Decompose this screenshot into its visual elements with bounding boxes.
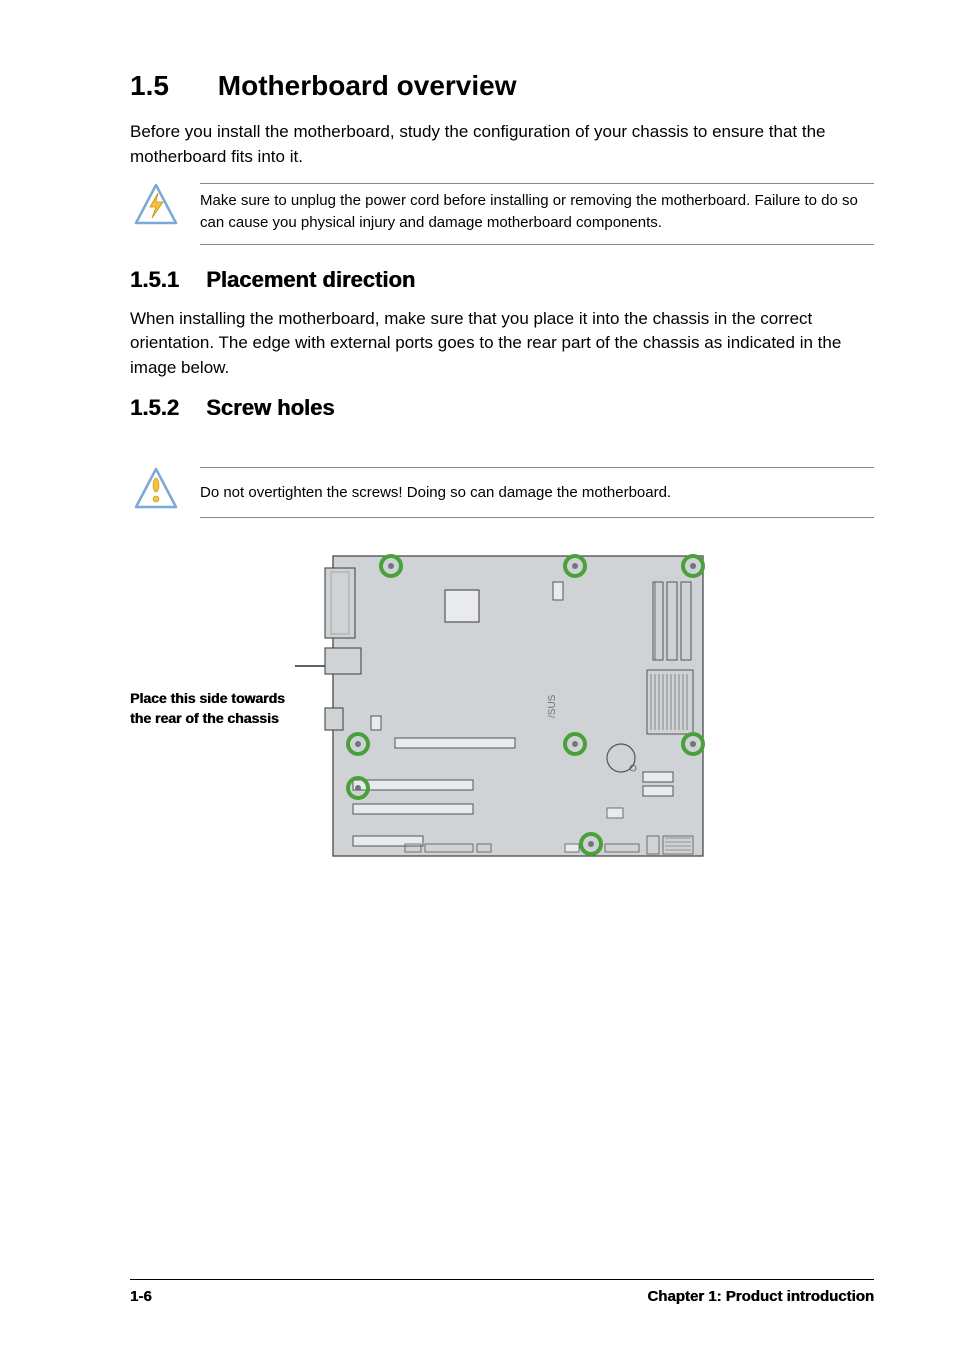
section-heading: 1.5 Motherboard overview [130, 70, 874, 102]
chapter-title: Chapter 1: Product introduction [647, 1288, 874, 1305]
warning-text: Make sure to unplug the power cord befor… [200, 183, 874, 245]
page-number: 1-6 [130, 1288, 152, 1305]
caution-text: Do not overtighten the screws! Doing so … [200, 467, 874, 519]
sub1-body: When installing the motherboard, make su… [130, 307, 874, 381]
sub2-title: Screw holes [206, 395, 334, 420]
subsection-1-heading: 1.5.1 Placement direction [130, 267, 874, 293]
svg-text:/SUS: /SUS [547, 695, 558, 719]
page-footer: 1-6 Chapter 1: Product introduction [130, 1279, 874, 1305]
sub2-number: 1.5.2 [130, 395, 200, 421]
sub1-title: Placement direction [206, 267, 415, 292]
lightning-icon [134, 183, 178, 227]
diagram-label-line1: Place this side towards [130, 690, 285, 706]
subsection-2-heading: 1.5.2 Screw holes [130, 395, 874, 421]
section-title: Motherboard overview [218, 70, 517, 101]
warning-callout: Make sure to unplug the power cord befor… [130, 183, 874, 245]
diagram-label: Place this side towards the rear of the … [130, 688, 285, 729]
section-number: 1.5 [130, 70, 210, 102]
diagram-label-line2: the rear of the chassis [130, 710, 279, 726]
motherboard-svg: /SUS [295, 548, 725, 868]
motherboard-diagram: Place this side towards the rear of the … [130, 548, 874, 868]
caution-callout: Do not overtighten the screws! Doing so … [130, 467, 874, 519]
section-intro: Before you install the motherboard, stud… [130, 120, 874, 169]
sub1-number: 1.5.1 [130, 267, 200, 293]
caution-icon [134, 467, 178, 511]
